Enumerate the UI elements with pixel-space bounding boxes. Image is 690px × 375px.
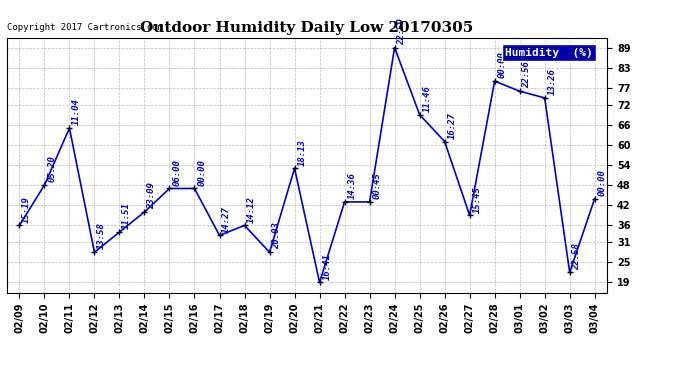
Text: 06:00: 06:00 (172, 159, 181, 186)
Text: 18:13: 18:13 (297, 139, 306, 166)
Text: 00:45: 00:45 (373, 172, 382, 199)
Text: 23:09: 23:09 (147, 182, 156, 209)
Text: 11:51: 11:51 (122, 202, 131, 229)
Text: Humidity  (%): Humidity (%) (505, 48, 593, 58)
Text: 14:27: 14:27 (222, 206, 231, 232)
Text: 05:20: 05:20 (47, 156, 56, 182)
Text: 22:59: 22:59 (397, 18, 406, 45)
Text: 13:26: 13:26 (547, 68, 556, 95)
Text: 13:58: 13:58 (97, 223, 106, 249)
Text: 14:12: 14:12 (247, 196, 256, 223)
Text: 22:58: 22:58 (573, 243, 582, 270)
Title: Outdoor Humidity Daily Low 20170305: Outdoor Humidity Daily Low 20170305 (141, 21, 473, 35)
Text: 14:36: 14:36 (347, 172, 356, 199)
Text: 16:27: 16:27 (447, 112, 456, 139)
Text: 15:45: 15:45 (473, 186, 482, 213)
Text: 15:19: 15:19 (22, 196, 31, 223)
Text: 22:56: 22:56 (522, 62, 531, 88)
Text: 00:00: 00:00 (598, 169, 607, 196)
Text: 20:03: 20:03 (273, 223, 282, 249)
Text: 00:00: 00:00 (497, 51, 506, 78)
Text: 11:04: 11:04 (72, 99, 81, 125)
Text: 11:46: 11:46 (422, 85, 431, 112)
Text: 16:41: 16:41 (322, 253, 331, 280)
Text: Copyright 2017 Cartronics.com: Copyright 2017 Cartronics.com (7, 23, 163, 32)
Text: 00:00: 00:00 (197, 159, 206, 186)
